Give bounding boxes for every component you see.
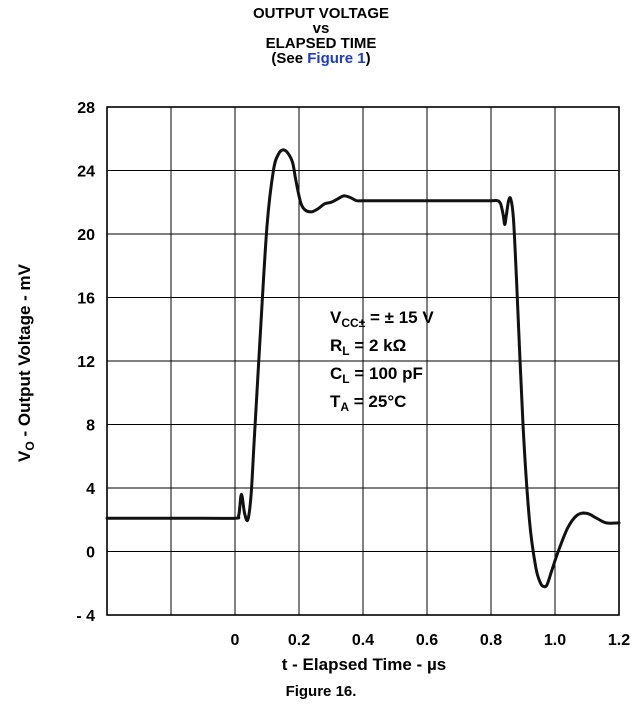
x-tick-label-5: 1.0 <box>544 632 566 649</box>
x-tick-label-6: 1.2 <box>608 632 630 649</box>
grid <box>106 106 620 616</box>
chart-title-ref: (See Figure 1) <box>0 51 642 66</box>
title-ref-prefix: (See <box>271 50 308 67</box>
y-tick-label-5: 16 <box>77 291 95 308</box>
annotation-vcc: VCC± = ± 15 V <box>330 308 434 330</box>
x-tick-label-0: 0 <box>231 632 240 649</box>
x-tick-label-2: 0.4 <box>352 632 374 649</box>
title-ref-suffix: ) <box>365 50 371 67</box>
annotation-rl: RL = 2 kΩ <box>330 336 406 358</box>
y-tick-label-0: - 4 <box>76 608 95 625</box>
y-tick-label-7: 24 <box>77 164 95 181</box>
x-tick-label-4: 0.8 <box>480 632 502 649</box>
y-tick-label-8: 28 <box>77 100 95 117</box>
x-axis-ticks: 0 0.2 0.4 0.6 0.8 1.0 1.2 <box>231 632 631 649</box>
plot-frame <box>106 106 620 616</box>
y-tick-label-1: 0 <box>86 545 95 562</box>
y-tick-label-4: 12 <box>77 354 95 371</box>
y-axis-ticks: - 4 0 4 8 12 16 20 24 28 <box>76 100 95 625</box>
figure-1-link[interactable]: Figure 1 <box>307 50 366 67</box>
conditions-annotation: VCC± = ± 15 V RL = 2 kΩ CL = 100 pF TA =… <box>330 308 434 414</box>
annotation-cl: CL = 100 pF <box>330 364 423 386</box>
chart-title-line-2: vs <box>312 20 330 37</box>
y-tick-label-3: 8 <box>86 418 95 435</box>
chart-title-line-3: ELAPSED TIME <box>265 35 377 52</box>
y-tick-label-6: 20 <box>77 227 95 244</box>
x-axis-label: t - Elapsed Time - µs <box>282 655 446 674</box>
y-axis-label: VO - Output Voltage - mV <box>15 263 37 462</box>
annotation-ta: TA = 25°C <box>330 392 406 414</box>
series-line <box>105 148 621 589</box>
y-tick-label-2: 4 <box>86 481 95 498</box>
chart-title-line-1: OUTPUT VOLTAGE <box>252 5 390 22</box>
figure-caption: Figure 16. <box>285 683 357 700</box>
x-tick-label-1: 0.2 <box>288 632 310 649</box>
x-tick-label-3: 0.6 <box>416 632 438 649</box>
